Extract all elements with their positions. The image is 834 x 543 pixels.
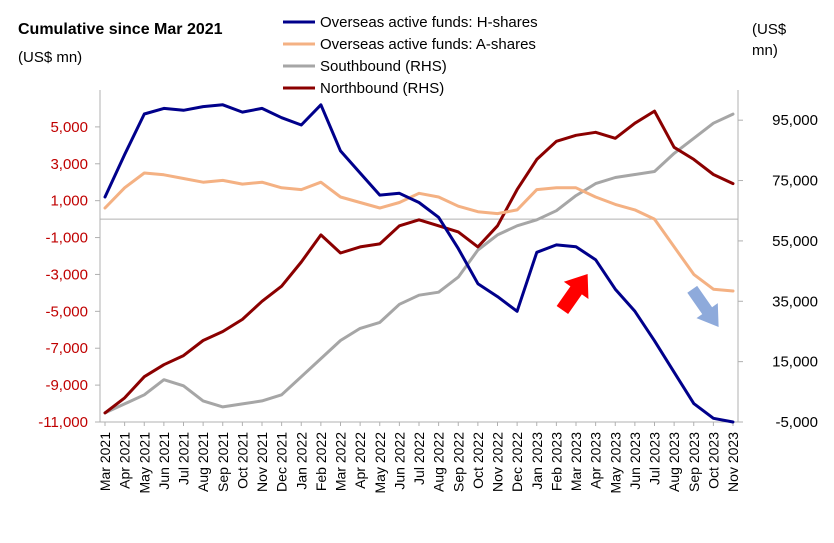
legend-label-1: Overseas active funds: A-shares: [320, 36, 536, 53]
legend: Overseas active funds: H-shares Overseas …: [283, 14, 538, 97]
red-up-arrow: [556, 273, 589, 315]
x-tick-label: Sep 2022: [450, 432, 466, 492]
x-tick-label: Aug 2023: [666, 432, 682, 492]
x-tick-label: Jun 2023: [627, 432, 643, 490]
x-tick-label: May 2021: [136, 432, 152, 494]
y-tick-left-label: -1,000: [45, 230, 88, 247]
x-tick-label: Mar 2021: [97, 432, 113, 491]
x-tick-label: Nov 2023: [725, 432, 741, 492]
y-tick-left-label: -5,000: [45, 303, 88, 320]
y-tick-right-label: -5,000: [775, 414, 818, 431]
x-tick-label: Jul 2022: [411, 432, 427, 485]
annotation-arrows: [556, 273, 719, 328]
x-tick-label: Dec 2022: [509, 432, 525, 492]
legend-label-2: Southbound (RHS): [320, 58, 447, 75]
legend-label-0: Overseas active funds: H-shares: [320, 14, 538, 31]
y-tick-right-label: 15,000: [772, 354, 818, 371]
blue-down-arrow: [687, 285, 719, 328]
chart-title: Cumulative since Mar 2021: [18, 21, 223, 38]
title: Cumulative since Mar 2021: [18, 21, 223, 38]
x-tick-label: Aug 2021: [195, 432, 211, 492]
y-tick-left-label: -9,000: [45, 377, 88, 394]
x-tick-label: Mar 2023: [568, 432, 584, 491]
x-tick-label: Sep 2023: [686, 432, 702, 492]
x-tick-label: Jul 2023: [647, 432, 663, 485]
x-tick-label: Jul 2021: [176, 432, 192, 485]
x-tick-label: Apr 2023: [588, 432, 604, 489]
x-tick-label: Apr 2022: [352, 432, 368, 489]
y-axis-left-label: (US$ mn): [18, 49, 82, 66]
y-axis-right-label-line2: mn): [752, 42, 778, 59]
y-tick-left-label: 1,000: [50, 193, 88, 210]
y-tick-left-label: 3,000: [50, 156, 88, 173]
axes: 5,000 3,000 1,000 -1,000 -3,000 -5,000 -7,000 -…: [38, 90, 818, 493]
series-line-3: [103, 109, 735, 415]
x-tick-label: Jan 2023: [529, 432, 545, 490]
y-tick-left-label: -3,000: [45, 266, 88, 283]
y-tick-left-label: -11,000: [38, 414, 88, 431]
series-line-0: [103, 103, 735, 424]
series-line-2: [103, 112, 735, 415]
x-tick-label: Aug 2022: [431, 432, 447, 492]
x-tick-label: Apr 2021: [117, 432, 133, 489]
x-tick-label: Jun 2022: [391, 432, 407, 490]
x-tick-label: Oct 2021: [234, 432, 250, 489]
x-tick-label: Dec 2021: [274, 432, 290, 492]
legend-label-3: Northbound (RHS): [320, 80, 444, 97]
x-tick-label: Feb 2022: [313, 432, 329, 491]
series-line-1: [103, 171, 735, 293]
red-arrow-shape: [556, 273, 589, 315]
x-tick-label: May 2023: [607, 432, 623, 494]
y-tick-right-label: 35,000: [772, 293, 818, 310]
x-tick-label: Jun 2021: [156, 432, 172, 490]
y-tick-right-label: 75,000: [772, 173, 818, 190]
x-tick-label: Sep 2021: [215, 432, 231, 492]
x-tick-label: May 2022: [372, 432, 388, 494]
x-tick-label: Oct 2023: [705, 432, 721, 489]
x-tick-label: Oct 2022: [470, 432, 486, 489]
x-tick-label: Mar 2022: [333, 432, 349, 491]
x-tick-label: Jan 2022: [293, 432, 309, 490]
x-tick-label: Nov 2021: [254, 432, 270, 492]
x-tick-label: Nov 2022: [490, 432, 506, 492]
blue-arrow-shape: [687, 285, 719, 328]
x-tick-label: Feb 2023: [548, 432, 564, 491]
y-tick-right-label: 55,000: [772, 233, 818, 250]
y-tick-right-label: 95,000: [772, 112, 818, 129]
y-tick-left-label: 5,000: [50, 119, 88, 136]
series-layer: [103, 103, 735, 424]
y-tick-left-label: -7,000: [45, 340, 88, 357]
y-axis-right-label-line1: (US$: [752, 21, 787, 38]
